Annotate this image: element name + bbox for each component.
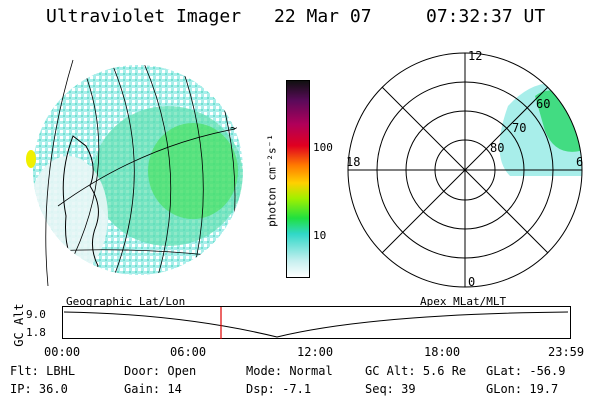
status-glat: GLat: -56.9 [486,364,565,378]
timeline-y-title: GC Alt [12,303,26,347]
flt-value: LBHL [46,364,76,378]
time-label: 07:32:37 UT [426,6,546,27]
color-scale-bar [286,80,310,278]
limb-region [33,156,108,275]
colorbar-unit-label: photon cm⁻²s⁻¹ [265,134,279,227]
dsp-value: -7.1 [282,382,312,396]
limb-arc [45,59,74,287]
status-seq: Seq: 39 [365,382,416,396]
mlt-label-12: 12 [468,49,482,63]
ip-label: IP: [10,382,32,396]
mlat-label-60: 60 [536,97,550,111]
geo-panel-label: Geographic Lat/Lon [66,295,186,308]
mlt-label-18: 18 [346,155,360,169]
status-flt: Flt: LBHL [10,364,75,378]
polar-plot: 12 18 6 0 60 70 80 [346,49,583,289]
colorbar-tick-100: 100 [313,141,333,154]
gcalt-label: GC Alt: [365,364,416,378]
flt-label: Flt: [10,364,39,378]
glat-value: -56.9 [529,364,566,378]
status-gain: Gain: 14 [124,382,182,396]
timeline-frame [62,306,571,339]
status-mode: Mode: Normal [246,364,333,378]
status-dsp: Dsp: -7.1 [246,382,311,396]
glon-label: GLon: [486,382,523,396]
dsp-label: Dsp: [246,382,275,396]
time-tick-1800: 18:00 [424,345,461,359]
geographic-image: ~ [26,59,243,287]
time-tick-0600: 06:00 [170,345,207,359]
status-door: Door: Open [124,364,196,378]
status-gcalt: GC Alt: 5.6 Re [365,364,466,378]
time-tick-1200: 12:00 [297,345,334,359]
mode-value: Normal [289,364,333,378]
mode-label: Mode: [246,364,283,378]
gain-label: Gain: [124,382,161,396]
corner-mark: ~ [230,121,237,135]
colorbar-tick-10: 10 [313,229,327,242]
timeline-y-tick-high: 9.0 [26,308,46,321]
seq-label: Seq: [365,382,394,396]
polar-panel-label: Apex MLat/MLT [420,295,507,308]
altitude-timeline [62,306,571,339]
door-value: Open [167,364,197,378]
mlat-label-80: 80 [490,141,504,155]
time-tick-2359: 23:59 [548,345,585,359]
continent-outline [62,135,99,275]
mlt-label-0: 0 [468,275,475,289]
instrument-title: Ultraviolet Imager [46,6,242,27]
status-ip: IP: 36.0 [10,382,68,396]
altitude-curve [63,311,569,338]
gcalt-value: 5.6 Re [422,364,467,378]
glon-value: 19.7 [529,382,559,396]
time-tick-0000: 00:00 [44,345,81,359]
mlat-label-70: 70 [512,121,526,135]
seq-value: 39 [401,382,416,396]
dayglow-spot [26,150,36,168]
timeline-y-tick-low: 1.8 [26,326,46,339]
mlt-label-6: 6 [576,155,583,169]
date-label: 22 Mar 07 [274,6,372,27]
polar-grid [347,52,583,288]
ip-value: 36.0 [38,382,68,396]
door-label: Door: [124,364,161,378]
glat-label: GLat: [486,364,523,378]
emission-core [148,123,238,219]
gain-value: 14 [167,382,182,396]
status-glon: GLon: 19.7 [486,382,558,396]
